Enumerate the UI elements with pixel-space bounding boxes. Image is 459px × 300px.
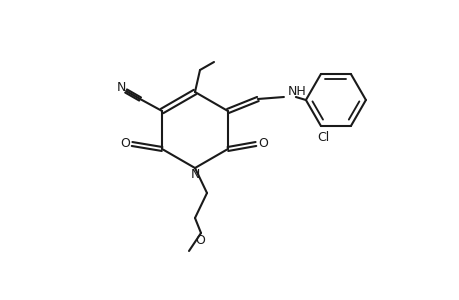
Text: O: O — [120, 136, 130, 149]
Text: N: N — [190, 169, 199, 182]
Text: NH: NH — [287, 85, 306, 98]
Text: O: O — [195, 235, 205, 248]
Text: N: N — [116, 80, 125, 94]
Text: O: O — [257, 136, 267, 149]
Text: Cl: Cl — [316, 131, 328, 145]
